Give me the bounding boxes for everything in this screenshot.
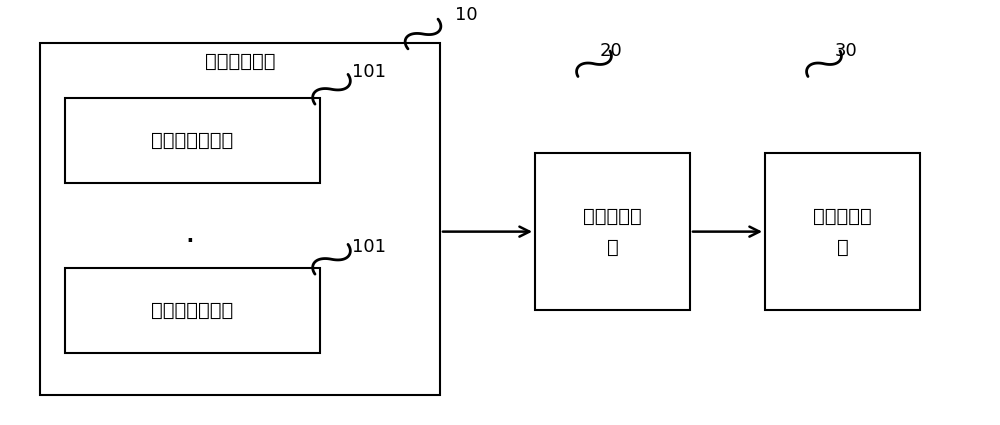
Text: 20: 20 (600, 42, 623, 60)
Bar (65, 268, 320, 353)
Bar (765, 153, 920, 310)
Text: 指令匹配子模块: 指令匹配子模块 (151, 301, 234, 320)
Text: 10: 10 (455, 6, 478, 24)
Text: 30: 30 (835, 42, 858, 60)
Text: 指令匹配子模块: 指令匹配子模块 (151, 131, 234, 150)
Bar (535, 153, 690, 310)
Bar (40, 42, 440, 395)
Text: 101: 101 (352, 238, 386, 255)
Text: 指令匹配模块: 指令匹配模块 (205, 52, 275, 71)
Text: 指令转换模
块: 指令转换模 块 (813, 207, 872, 257)
Text: 101: 101 (352, 63, 386, 81)
Text: ·: · (185, 226, 195, 259)
Text: 指令调度模
块: 指令调度模 块 (583, 207, 642, 257)
Bar (65, 98, 320, 183)
